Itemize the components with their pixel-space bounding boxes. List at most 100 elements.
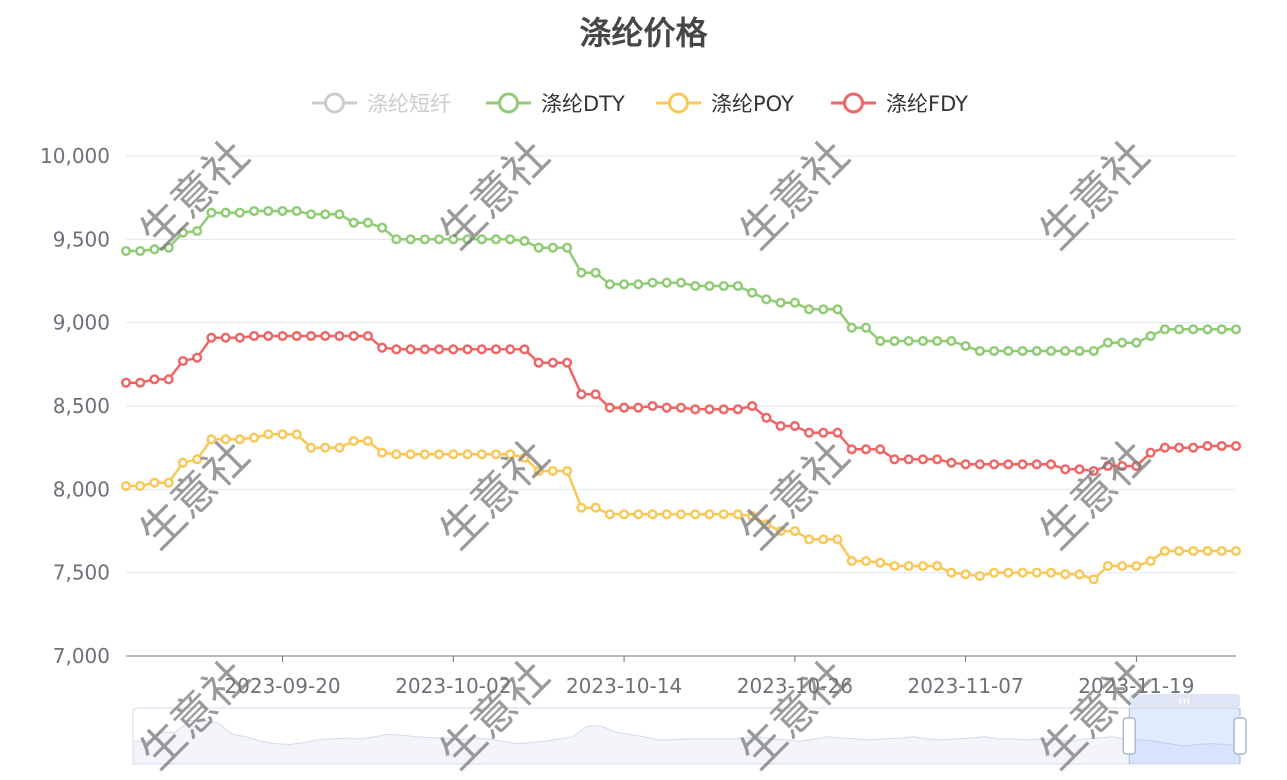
data-point: [434, 449, 445, 460]
data-point: [490, 344, 502, 355]
data-point: [875, 444, 886, 455]
data-point: [804, 534, 815, 545]
data-point: [334, 442, 345, 453]
data-point: [1202, 440, 1213, 452]
series-涤纶FDY: [120, 330, 1242, 477]
data-point: [377, 342, 388, 353]
data-point: [761, 294, 772, 305]
data-point: [747, 400, 758, 412]
data-point: [1131, 460, 1142, 472]
legend-label: 涤纶FDY: [886, 92, 968, 116]
data-point: [619, 509, 630, 520]
slider-start-handle[interactable]: [1122, 717, 1137, 755]
data-point: [675, 402, 687, 413]
data-point: [889, 560, 900, 572]
legend-circle-icon: [668, 92, 689, 114]
data-point: [761, 412, 772, 423]
y-tick-label: 9,000: [53, 311, 110, 335]
data-point: [448, 344, 459, 355]
data-point: [1003, 567, 1014, 578]
data-point: [490, 449, 502, 460]
data-point: [334, 209, 345, 220]
data-point: [1088, 345, 1099, 357]
data-point: [519, 235, 530, 247]
data-point: [1216, 324, 1227, 335]
watermark-text: 生意社: [1030, 130, 1159, 259]
data-point: [448, 449, 459, 460]
data-point: [263, 205, 274, 217]
x-tick-label: 2023-10-14: [566, 674, 682, 698]
data-point: [590, 267, 601, 278]
data-point: [818, 427, 829, 438]
data-point: [761, 519, 772, 530]
data-point: [804, 427, 815, 438]
data-point: [1188, 545, 1199, 557]
data-point: [661, 277, 672, 288]
data-point: [917, 560, 928, 572]
data-point: [476, 344, 487, 355]
data-point: [732, 280, 743, 292]
data-point: [675, 277, 687, 288]
data-point: [804, 304, 815, 315]
data-point: [675, 509, 687, 520]
legend-item[interactable]: 涤纶DTY: [486, 92, 625, 116]
data-point: [291, 330, 302, 342]
data-point: [391, 344, 402, 355]
data-point: [1102, 560, 1113, 572]
data-point: [789, 420, 800, 432]
data-point: [860, 322, 872, 333]
data-point: [320, 442, 331, 453]
data-point: [547, 242, 558, 253]
data-point: [647, 277, 658, 288]
data-point: [661, 509, 672, 520]
data-point: [576, 502, 587, 513]
data-point: [163, 242, 174, 253]
legend-item[interactable]: 涤纶短纤: [312, 92, 451, 116]
legend-item[interactable]: 涤纶POY: [656, 92, 794, 116]
series-涤纶DTY: [120, 205, 1242, 357]
data-point: [1216, 545, 1227, 557]
data-point: [462, 449, 473, 460]
x-tick-label: 2023-11-07: [907, 674, 1023, 698]
data-point: [320, 330, 331, 342]
watermark-text: 生意社: [130, 130, 259, 259]
data-point: [533, 465, 544, 477]
grip-icon: [1179, 698, 1182, 704]
data-point: [875, 557, 886, 568]
legend-item[interactable]: 涤纶FDY: [831, 92, 968, 116]
data-point: [1230, 545, 1242, 557]
data-point: [362, 217, 373, 228]
grip-icon: [1183, 698, 1186, 704]
y-tick-label: 8,000: [53, 477, 110, 501]
data-point: [391, 234, 402, 245]
data-point: [277, 429, 288, 440]
data-point: [846, 444, 857, 455]
data-point: [846, 322, 857, 333]
data-point: [690, 404, 701, 415]
data-point: [789, 297, 800, 308]
data-point: [263, 429, 274, 440]
data-point: [562, 357, 573, 368]
data-point: [590, 502, 601, 513]
data-point: [1060, 464, 1071, 475]
data-point: [533, 357, 544, 368]
watermark-text: 生意社: [730, 130, 859, 259]
data-point: [1074, 569, 1085, 580]
data-point: [1145, 447, 1156, 458]
data-point: [633, 509, 644, 520]
data-zoom-slider: [132, 694, 1247, 765]
data-point: [690, 509, 701, 520]
data-point: [1102, 337, 1113, 348]
data-point: [704, 509, 715, 520]
data-point: [377, 222, 388, 233]
y-tick-label: 10,000: [40, 144, 110, 168]
data-point: [305, 209, 317, 220]
slider-end-handle[interactable]: [1233, 717, 1247, 755]
data-point: [647, 509, 658, 520]
legend-label: 涤纶短纤: [367, 92, 451, 116]
data-point: [932, 335, 943, 347]
data-point: [989, 459, 1000, 470]
data-point: [177, 355, 188, 367]
data-point: [1045, 345, 1057, 357]
